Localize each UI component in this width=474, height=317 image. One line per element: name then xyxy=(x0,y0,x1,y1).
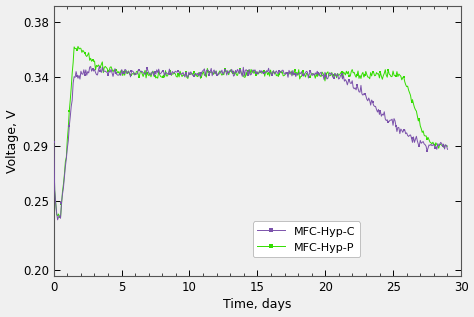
MFC-Hyp-C xyxy=(444,144,449,147)
MFC-Hyp-C xyxy=(51,140,56,144)
MFC-Hyp-C xyxy=(445,147,450,151)
X-axis label: Time, days: Time, days xyxy=(223,298,292,311)
MFC-Hyp-P xyxy=(340,76,346,80)
MFC-Hyp-C xyxy=(250,68,256,72)
MFC-Hyp-P xyxy=(261,69,266,73)
MFC-Hyp-P xyxy=(263,70,268,74)
MFC-Hyp-P xyxy=(75,44,81,48)
MFC-Hyp-P xyxy=(250,69,256,73)
MFC-Hyp-P xyxy=(203,75,209,79)
Y-axis label: Voltage, V: Voltage, V xyxy=(6,109,18,173)
Line: MFC-Hyp-C: MFC-Hyp-C xyxy=(53,65,448,221)
MFC-Hyp-C xyxy=(203,69,209,73)
MFC-Hyp-C xyxy=(340,77,346,81)
Line: MFC-Hyp-P: MFC-Hyp-P xyxy=(53,45,448,219)
MFC-Hyp-P xyxy=(58,216,64,220)
MFC-Hyp-C xyxy=(55,218,61,222)
MFC-Hyp-C xyxy=(261,71,266,75)
MFC-Hyp-C xyxy=(263,70,268,74)
Legend: MFC-Hyp-C, MFC-Hyp-P: MFC-Hyp-C, MFC-Hyp-P xyxy=(253,221,360,257)
MFC-Hyp-P xyxy=(444,144,449,148)
MFC-Hyp-P xyxy=(445,144,450,148)
MFC-Hyp-C xyxy=(97,64,102,68)
MFC-Hyp-P xyxy=(51,141,56,145)
